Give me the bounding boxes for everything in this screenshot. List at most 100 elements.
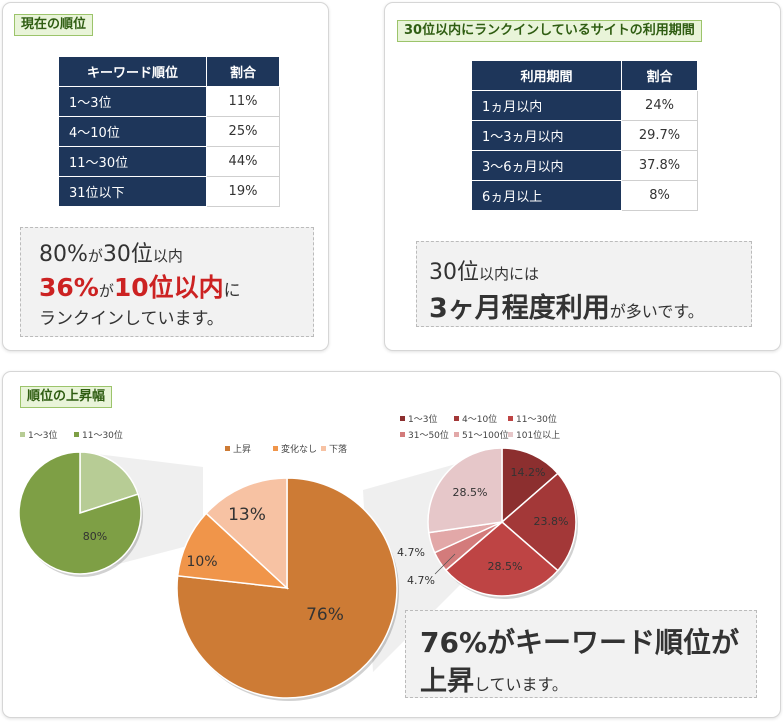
table-cell-value: 8%	[621, 180, 698, 211]
legend-label: 1〜3位	[408, 413, 437, 425]
table-row: 6ヵ月以上 8%	[471, 180, 698, 211]
pie-slice	[205, 477, 288, 590]
pie-slice	[18, 451, 142, 575]
summary-text: 30位	[102, 242, 153, 267]
legend-label: 11〜30位	[516, 413, 557, 425]
table-row: 11〜30位 44%	[58, 146, 280, 177]
legend-swatch	[321, 446, 326, 451]
legend-swatch	[273, 446, 278, 451]
rise-pie-charts: 20%80%76%10%13%14.2%23.8%28.5%4.7%4.7%28…	[18, 413, 578, 701]
table-header: 割合	[621, 60, 698, 91]
pie-slice	[79, 451, 139, 515]
rise-summary-note: 76%がキーワード順位が 上昇しています。	[405, 610, 757, 698]
table-row: 1〜3位 11%	[58, 86, 280, 117]
table-cell-label: 6ヵ月以上	[471, 180, 622, 211]
pie-data-label: 4.7%	[397, 546, 425, 559]
rank-rise-panel: 順位の上昇幅 20%80%76%10%13%14.2%23.8%28.5%4.7…	[2, 371, 781, 718]
summary-highlight: 10位以内	[113, 273, 224, 302]
summary-line-2: 36%が10位以内に	[39, 268, 241, 304]
summary-text: が	[98, 282, 114, 300]
table-row: 4〜10位 25%	[58, 116, 280, 147]
summary-line-2: 3ヶ月程度利用が多いです。	[429, 286, 704, 325]
legend-swatch	[454, 432, 459, 437]
table-header: 利用期間	[471, 60, 622, 91]
current-rank-tag: 現在の順位	[14, 14, 94, 36]
legend-label: 101位以上	[516, 429, 560, 441]
table-row: 1〜3ヵ月以内 29.7%	[471, 120, 698, 151]
table-cell-value: 24%	[621, 90, 698, 121]
rank-rise-tag: 順位の上昇幅	[20, 386, 113, 408]
pie-slice	[444, 521, 559, 597]
table-cell-label: 3〜6ヵ月以内	[471, 150, 622, 181]
current-rank-panel: 現在の順位 キーワード順位 割合 1〜3位 11% 4〜10位 25% 11〜30位…	[2, 2, 329, 351]
summary-line-1: 76%がキーワード順位が	[420, 626, 740, 659]
leader-line	[434, 553, 456, 575]
legend-swatch	[400, 432, 405, 437]
legend-swatch	[225, 446, 230, 451]
pie-data-label: 14.2%	[511, 466, 546, 479]
summary-line-1: 30位以内には	[429, 254, 539, 286]
summary-text: に	[223, 281, 241, 301]
legend-swatch	[508, 432, 513, 437]
pie-data-label: 23.8%	[534, 515, 569, 528]
table-header-row: キーワード順位 割合	[58, 56, 280, 87]
summary-text: が多いです。	[609, 302, 704, 321]
table-cell-label: 31位以下	[58, 176, 207, 207]
table-row: 31位以下 19%	[58, 176, 280, 207]
pie-slice	[500, 472, 577, 572]
summary-text: 80%	[39, 242, 88, 267]
pie-data-label: 13%	[228, 505, 266, 525]
legend-swatch	[508, 416, 513, 421]
summary-line-3: ランクインしています。	[39, 309, 224, 329]
legend-swatch	[454, 416, 459, 421]
table-cell-label: 1〜3位	[58, 86, 207, 117]
legend-label: 11〜30位	[82, 429, 123, 441]
legend-swatch	[20, 432, 25, 437]
rank-summary-note: 80%が30位以内 36%が10位以内に ランクインしています。	[20, 227, 314, 337]
rank-table: キーワード順位 割合 1〜3位 11% 4〜10位 25% 11〜30位 44% 31…	[58, 56, 280, 207]
legend-label: 31〜50位	[408, 429, 449, 441]
table-cell-label: 1ヵ月以内	[471, 90, 622, 121]
table-row: 1ヵ月以内 24%	[471, 90, 698, 121]
table-cell-value: 11%	[206, 86, 280, 117]
pie-slice	[501, 447, 559, 524]
period-summary-note: 30位以内には 3ヶ月程度利用が多いです。	[416, 241, 752, 327]
legend-swatch	[74, 432, 79, 437]
legend-label: 1〜3位	[28, 429, 57, 441]
summary-text: が	[87, 247, 103, 265]
table-cell-label: 4〜10位	[58, 116, 207, 147]
table-cell-label: 1〜3ヵ月以内	[471, 120, 622, 151]
pie-data-label: 76%	[306, 605, 344, 625]
table-cell-value: 19%	[206, 176, 280, 207]
summary-highlight: 3ヶ月程度利用	[429, 293, 610, 324]
pie-data-label: 4.7%	[407, 574, 435, 587]
summary-text: 30位	[429, 260, 479, 285]
legend-label: 4〜10位	[462, 413, 497, 425]
summary-text: しています。	[474, 675, 568, 694]
table-header: キーワード順位	[58, 56, 207, 87]
table-cell-label: 11〜30位	[58, 146, 207, 177]
table-row: 3〜6ヵ月以内 37.8%	[471, 150, 698, 181]
legend-label: 51〜100位	[462, 429, 509, 441]
usage-period-panel: 30位以内にランクインしているサイトの利用期間 利用期間 割合 1ヵ月以内 24%…	[384, 2, 781, 351]
legend-label: 上昇	[233, 444, 251, 455]
pie-slice	[427, 447, 503, 534]
table-cell-value: 29.7%	[621, 120, 698, 151]
pie-data-label: 28.5%	[453, 486, 488, 499]
pie-data-label: 80%	[83, 530, 107, 543]
table-cell-value: 37.8%	[621, 150, 698, 181]
summary-line-2: 上昇しています。	[420, 659, 568, 698]
table-header: 割合	[206, 56, 280, 87]
legend-swatch	[400, 416, 405, 421]
legend-label: 下落	[329, 443, 347, 455]
summary-highlight: 36%	[39, 273, 99, 302]
pie-data-label: 28.5%	[488, 560, 523, 573]
summary-highlight: 上昇	[420, 666, 474, 697]
summary-text: 以内には	[479, 265, 540, 283]
summary-line-1: 80%が30位以内	[39, 236, 183, 268]
pie-data-label: 10%	[186, 554, 217, 570]
table-header-row: 利用期間 割合	[471, 60, 698, 91]
usage-period-tag: 30位以内にランクインしているサイトの利用期間	[397, 20, 702, 42]
summary-text: 以内	[152, 247, 183, 265]
legend-label: 変化なし	[281, 443, 317, 455]
